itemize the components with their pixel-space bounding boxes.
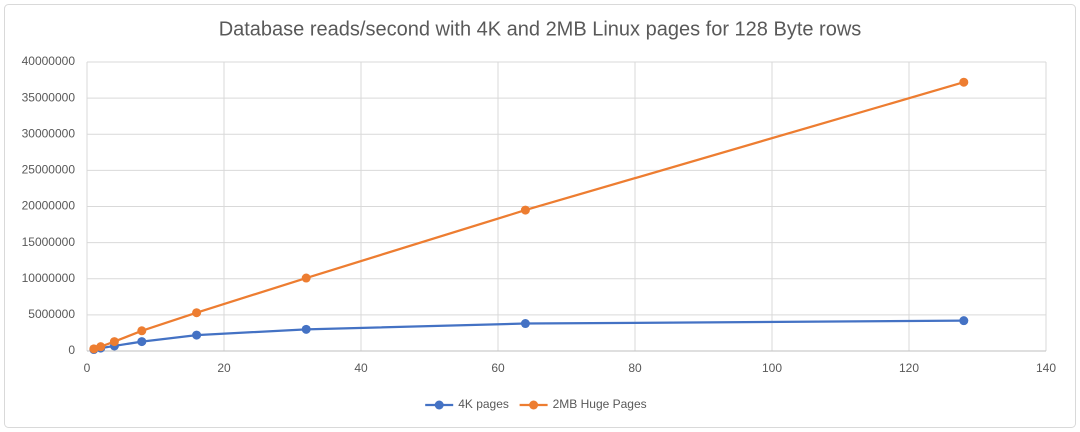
- y-tick-label: 10000000: [22, 271, 76, 285]
- legend-label: 2MB Huge Pages: [553, 397, 647, 411]
- y-tick-label: 35000000: [22, 90, 76, 104]
- data-point: [89, 344, 99, 354]
- legend-label: 4K pages: [458, 397, 509, 411]
- x-tick-label: 20: [217, 361, 231, 375]
- y-tick-label: 30000000: [22, 126, 76, 140]
- data-point: [301, 273, 311, 283]
- y-tick-label: 20000000: [22, 199, 76, 213]
- data-point: [959, 77, 969, 87]
- data-point: [109, 337, 119, 347]
- data-point: [301, 324, 311, 334]
- data-point: [137, 326, 147, 336]
- data-point: [96, 342, 106, 352]
- data-point: [192, 330, 202, 340]
- x-tick-label: 100: [762, 361, 782, 375]
- y-tick-label: 15000000: [22, 235, 76, 249]
- y-tick-label: 40000000: [22, 54, 76, 68]
- data-point: [959, 316, 969, 326]
- x-tick-label: 40: [354, 361, 368, 375]
- y-tick-label: 0: [68, 343, 75, 357]
- data-point: [137, 337, 147, 347]
- y-tick-label: 5000000: [28, 307, 75, 321]
- x-tick-label: 140: [1036, 361, 1056, 375]
- data-point: [192, 308, 202, 318]
- x-tick-label: 60: [491, 361, 505, 375]
- x-tick-label: 120: [899, 361, 919, 375]
- legend-marker: [529, 400, 539, 410]
- y-tick-label: 25000000: [22, 163, 76, 177]
- legend-marker: [434, 400, 444, 410]
- x-tick-label: 80: [628, 361, 642, 375]
- x-tick-label: 0: [84, 361, 91, 375]
- data-point: [520, 205, 530, 215]
- chart-title: Database reads/second with 4K and 2MB Li…: [219, 18, 862, 40]
- data-point: [520, 319, 530, 329]
